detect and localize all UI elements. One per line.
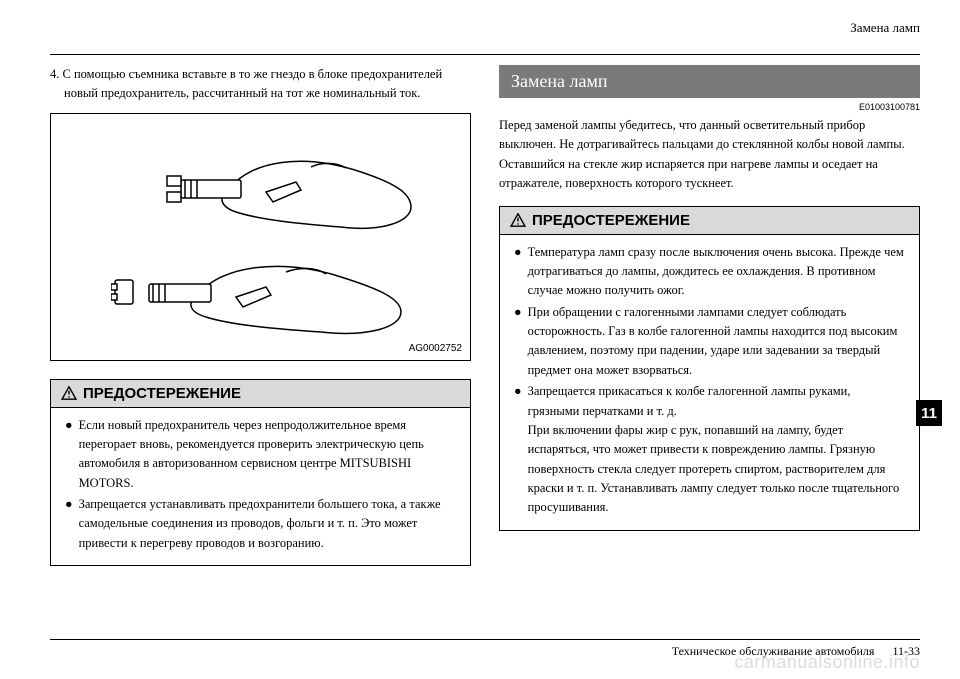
bullet-icon: ● <box>65 416 73 494</box>
right-bullet-1: ● Температура ламп сразу после выключени… <box>514 243 905 301</box>
page: Замена ламп 4. С помощью съемника вставь… <box>0 0 960 679</box>
right-warning-box: ПРЕДОСТЕРЕЖЕНИЕ ● Температура ламп сразу… <box>499 206 920 531</box>
header-section: Замена ламп <box>50 20 920 36</box>
right-bullet-2-text: При обращении с галогенными лампами след… <box>528 303 905 381</box>
left-warning-title-text: ПРЕДОСТЕРЕЖЕНИЕ <box>83 385 241 402</box>
fuse-figure: AG0002752 <box>50 113 471 361</box>
left-warning-body: ● Если новый предохранитель через непрод… <box>51 408 470 566</box>
left-bullet-1: ● Если новый предохранитель через непрод… <box>65 416 456 494</box>
bullet-icon: ● <box>65 495 73 553</box>
left-warning-title: ПРЕДОСТЕРЕЖЕНИЕ <box>51 380 470 408</box>
footer-text: Техническое обслуживание автомобиля 11-3… <box>50 644 920 659</box>
right-warning-title-text: ПРЕДОСТЕРЕЖЕНИЕ <box>532 212 690 229</box>
right-bullet-1-text: Температура ламп сразу после выключения … <box>528 243 905 301</box>
left-warning-box: ПРЕДОСТЕРЕЖЕНИЕ ● Если новый предохранит… <box>50 379 471 567</box>
bullet-icon: ● <box>514 243 522 301</box>
footer-label: Техническое обслуживание автомобиля <box>672 644 875 658</box>
right-bullet-2: ● При обращении с галогенными лампами сл… <box>514 303 905 381</box>
bullet-icon: ● <box>514 382 522 518</box>
header-rule <box>50 54 920 55</box>
left-bullet-2: ● Запрещается устанавливать предохраните… <box>65 495 456 553</box>
hand-lower-illustration <box>111 242 411 342</box>
footer: Техническое обслуживание автомобиля 11-3… <box>50 639 920 659</box>
right-warning-body: ● Температура ламп сразу после выключени… <box>500 235 919 530</box>
bullet-icon: ● <box>514 303 522 381</box>
figure-label: AG0002752 <box>409 343 462 354</box>
left-column: 4. С помощью съемника вставьте в то же г… <box>50 65 471 566</box>
document-code: E01003100781 <box>499 102 920 112</box>
section-title-bar: Замена ламп <box>499 65 920 98</box>
left-bullet-2-text: Запрещается устанавливать предохранители… <box>79 495 456 553</box>
footer-rule <box>50 639 920 640</box>
right-warning-title: ПРЕДОСТЕРЕЖЕНИЕ <box>500 207 919 235</box>
left-bullet-1-text: Если новый предохранитель через непродол… <box>79 416 456 494</box>
warning-triangle-icon <box>510 213 526 227</box>
intro-paragraph: Перед заменой лампы убедитесь, что данны… <box>499 116 920 194</box>
right-column: Замена ламп E01003100781 Перед заменой л… <box>499 65 920 566</box>
step-4-text: 4. С помощью съемника вставьте в то же г… <box>50 65 471 103</box>
warning-triangle-icon <box>61 386 77 400</box>
content-columns: 4. С помощью съемника вставьте в то же г… <box>50 65 920 566</box>
right-bullet-3-text: Запрещается прикасаться к колбе галогенн… <box>528 382 905 518</box>
chapter-tab: 11 <box>916 400 942 426</box>
hand-upper-illustration <box>161 132 421 242</box>
page-number: 11-33 <box>892 644 920 658</box>
right-bullet-3: ● Запрещается прикасаться к колбе галоге… <box>514 382 905 518</box>
